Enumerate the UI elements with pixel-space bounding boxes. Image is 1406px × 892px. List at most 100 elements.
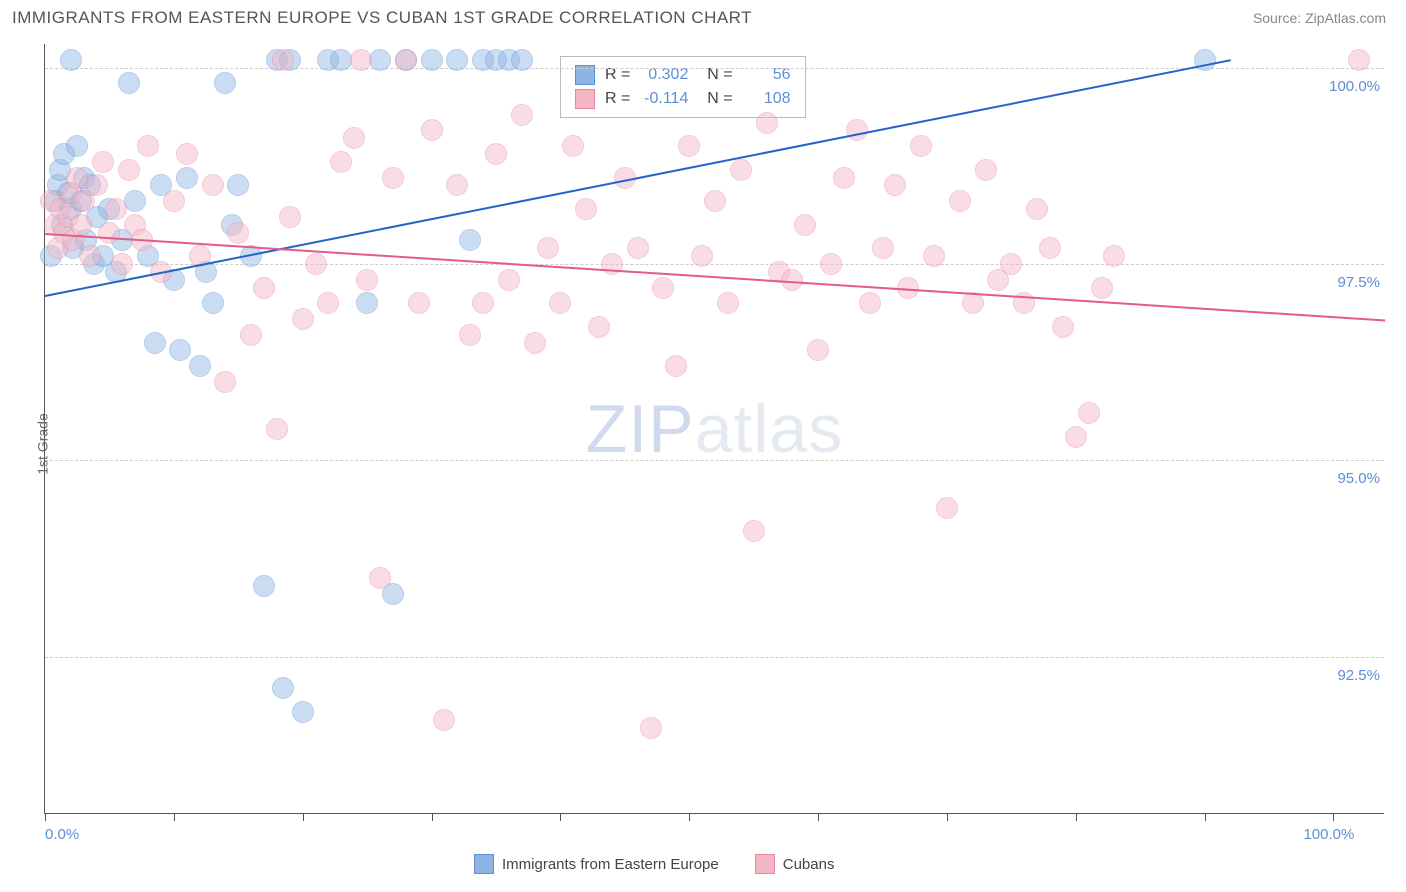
x-tick-label: 0.0% bbox=[45, 826, 79, 843]
scatter-point bbox=[704, 190, 726, 212]
y-tick-label: 100.0% bbox=[1320, 78, 1380, 95]
legend-n-label: N = bbox=[698, 66, 732, 84]
scatter-point bbox=[511, 49, 533, 71]
legend-inset-row: R =-0.114 N =108 bbox=[575, 87, 791, 111]
scatter-point bbox=[833, 167, 855, 189]
x-tick bbox=[818, 813, 819, 821]
scatter-point bbox=[421, 49, 443, 71]
scatter-point bbox=[169, 339, 191, 361]
scatter-point bbox=[459, 229, 481, 251]
grid-line-h bbox=[45, 460, 1384, 461]
scatter-point bbox=[949, 190, 971, 212]
trend-line bbox=[45, 233, 1385, 321]
scatter-point bbox=[369, 567, 391, 589]
scatter-point bbox=[588, 316, 610, 338]
legend-swatch bbox=[755, 854, 775, 874]
scatter-point bbox=[227, 174, 249, 196]
scatter-point bbox=[60, 49, 82, 71]
scatter-point bbox=[446, 174, 468, 196]
scatter-point bbox=[459, 324, 481, 346]
scatter-point bbox=[118, 72, 140, 94]
scatter-point bbox=[70, 214, 92, 236]
scatter-point bbox=[884, 174, 906, 196]
chart-container: ZIPatlas R =0.302 N =56R =-0.114 N =108 … bbox=[44, 44, 1384, 844]
chart-source: Source: ZipAtlas.com bbox=[1253, 10, 1386, 26]
scatter-point bbox=[1103, 245, 1125, 267]
scatter-point bbox=[743, 520, 765, 542]
x-tick bbox=[560, 813, 561, 821]
scatter-point bbox=[79, 245, 101, 267]
legend-r-label: R = bbox=[605, 66, 630, 84]
scatter-point bbox=[1078, 402, 1100, 424]
scatter-point bbox=[317, 292, 339, 314]
scatter-point bbox=[962, 292, 984, 314]
scatter-point bbox=[923, 245, 945, 267]
scatter-point bbox=[446, 49, 468, 71]
scatter-point bbox=[137, 135, 159, 157]
y-tick-label: 97.5% bbox=[1320, 274, 1380, 291]
legend-r-value: 0.302 bbox=[640, 66, 688, 84]
scatter-point bbox=[485, 143, 507, 165]
scatter-point bbox=[1065, 426, 1087, 448]
y-tick-label: 95.0% bbox=[1320, 470, 1380, 487]
x-tick-label: 100.0% bbox=[1303, 826, 1354, 843]
scatter-point bbox=[202, 292, 224, 314]
scatter-point bbox=[395, 49, 417, 71]
scatter-point bbox=[66, 135, 88, 157]
scatter-point bbox=[253, 575, 275, 597]
scatter-point bbox=[240, 324, 262, 346]
scatter-point bbox=[537, 237, 559, 259]
scatter-point bbox=[118, 159, 140, 181]
scatter-point bbox=[124, 190, 146, 212]
legend-bottom-item: Cubans bbox=[755, 854, 835, 874]
scatter-point bbox=[382, 167, 404, 189]
x-tick bbox=[689, 813, 690, 821]
scatter-point bbox=[730, 159, 752, 181]
scatter-point bbox=[189, 355, 211, 377]
scatter-point bbox=[214, 72, 236, 94]
scatter-point bbox=[92, 151, 114, 173]
scatter-point bbox=[1091, 277, 1113, 299]
scatter-point bbox=[549, 292, 571, 314]
x-tick bbox=[432, 813, 433, 821]
scatter-point bbox=[652, 277, 674, 299]
watermark: ZIPatlas bbox=[586, 390, 843, 468]
x-tick bbox=[303, 813, 304, 821]
scatter-point bbox=[665, 355, 687, 377]
scatter-point bbox=[691, 245, 713, 267]
legend-bottom: Immigrants from Eastern Europe Cubans bbox=[474, 854, 834, 874]
scatter-point bbox=[98, 222, 120, 244]
scatter-point bbox=[421, 119, 443, 141]
scatter-point bbox=[272, 677, 294, 699]
scatter-point bbox=[176, 167, 198, 189]
scatter-point bbox=[330, 151, 352, 173]
scatter-point bbox=[350, 49, 372, 71]
legend-bottom-label: Immigrants from Eastern Europe bbox=[502, 856, 719, 873]
scatter-point bbox=[1000, 253, 1022, 275]
scatter-point bbox=[253, 277, 275, 299]
scatter-point bbox=[343, 127, 365, 149]
scatter-point bbox=[433, 709, 455, 731]
scatter-point bbox=[272, 49, 294, 71]
scatter-point bbox=[794, 214, 816, 236]
scatter-point bbox=[807, 339, 829, 361]
scatter-point bbox=[756, 112, 778, 134]
chart-title: IMMIGRANTS FROM EASTERN EUROPE VS CUBAN … bbox=[12, 8, 752, 28]
legend-swatch bbox=[575, 89, 595, 109]
scatter-point bbox=[305, 253, 327, 275]
scatter-point bbox=[86, 174, 108, 196]
scatter-point bbox=[356, 269, 378, 291]
scatter-point bbox=[111, 253, 133, 275]
x-tick bbox=[1076, 813, 1077, 821]
scatter-point bbox=[872, 237, 894, 259]
x-tick bbox=[947, 813, 948, 821]
legend-n-label: N = bbox=[698, 90, 732, 108]
legend-bottom-label: Cubans bbox=[783, 856, 835, 873]
scatter-point bbox=[1052, 316, 1074, 338]
scatter-point bbox=[163, 190, 185, 212]
scatter-point bbox=[105, 198, 127, 220]
scatter-point bbox=[144, 332, 166, 354]
scatter-point bbox=[562, 135, 584, 157]
legend-r-label: R = bbox=[605, 90, 630, 108]
scatter-point bbox=[975, 159, 997, 181]
